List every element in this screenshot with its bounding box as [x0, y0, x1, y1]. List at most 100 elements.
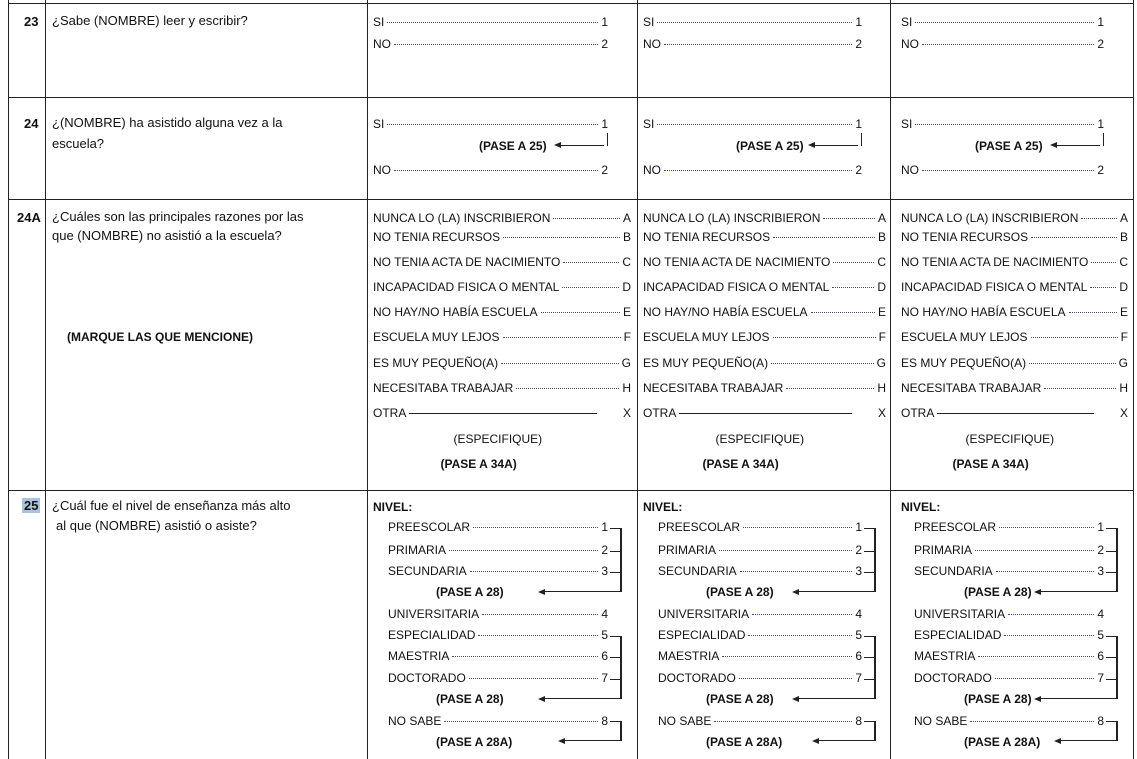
- q25-option[interactable]: PREESCOLAR 1: [388, 520, 608, 534]
- q24a-option[interactable]: OTRA X: [373, 406, 631, 420]
- q24a-option[interactable]: ESCUELA MUY LEJOS F: [901, 330, 1128, 344]
- q25-option[interactable]: SECUNDARIA 3: [388, 564, 608, 578]
- option-code: B: [877, 230, 886, 244]
- q24a-option[interactable]: NO TENIA ACTA DE NACIMIENTO C: [373, 255, 631, 269]
- dot-leader: [823, 218, 875, 219]
- q24a-option[interactable]: ES MUY PEQUEÑO(A) G: [901, 356, 1128, 370]
- option-label: PREESCOLAR: [388, 520, 471, 534]
- q24a-option[interactable]: ESCUELA MUY LEJOS F: [643, 330, 886, 344]
- option-label: ESCUELA MUY LEJOS: [373, 330, 500, 344]
- q25-option[interactable]: DOCTORADO 7: [658, 671, 862, 685]
- q23-option-no[interactable]: NO 2: [373, 37, 608, 51]
- q24a-option[interactable]: NO TENIA RECURSOS B: [643, 230, 886, 244]
- q24a-option[interactable]: NO TENIA ACTA DE NACIMIENTO C: [643, 255, 886, 269]
- q25-option[interactable]: DOCTORADO 7: [914, 671, 1104, 685]
- option-code: 2: [1097, 163, 1104, 177]
- q25-option[interactable]: NO SABE 8: [388, 714, 608, 728]
- option-code: E: [877, 305, 886, 319]
- q24-option-no[interactable]: NO 2: [373, 163, 608, 177]
- q23-option-no[interactable]: NO 2: [643, 37, 862, 51]
- option-label: NO TENIA ACTA DE NACIMIENTO: [643, 255, 831, 269]
- option-label: NUNCA LO (LA) INSCRIBIERON: [643, 211, 821, 225]
- skip-bracket-line: [1060, 740, 1118, 741]
- dot-leader: [502, 337, 621, 338]
- q24-option-no[interactable]: NO 2: [901, 163, 1104, 177]
- q24a-option[interactable]: NECESITABA TRABAJAR H: [373, 381, 631, 395]
- q24a-option[interactable]: NO TENIA ACTA DE NACIMIENTO C: [901, 255, 1128, 269]
- q25-option[interactable]: MAESTRIA 6: [658, 649, 862, 663]
- q24-option-si[interactable]: SI 1: [373, 117, 608, 131]
- q24-option-no[interactable]: NO 2: [643, 163, 862, 177]
- dot-leader: [915, 22, 1095, 23]
- q25-option[interactable]: SECUNDARIA 3: [658, 564, 862, 578]
- q25-option[interactable]: UNIVERSITARIA 4: [388, 607, 608, 621]
- grid-line: [1133, 0, 1134, 759]
- q25-option[interactable]: UNIVERSITARIA 4: [914, 607, 1104, 621]
- option-label: NO SABE: [914, 714, 968, 728]
- q24a-option[interactable]: NO HAY/NO HABÍA ESCUELA E: [643, 305, 886, 319]
- dot-leader: [832, 287, 875, 288]
- q24a-option[interactable]: INCAPACIDAD FISICA O MENTAL D: [643, 280, 886, 294]
- dot-leader: [994, 678, 1095, 679]
- q23-option-si[interactable]: SI 1: [901, 15, 1104, 29]
- q24-option-si[interactable]: SI 1: [901, 117, 1104, 131]
- dot-leader: [1031, 237, 1117, 238]
- q24a-option[interactable]: NO TENIA RECURSOS B: [901, 230, 1128, 244]
- q25-option[interactable]: MAESTRIA 6: [388, 649, 608, 663]
- q25-option[interactable]: DOCTORADO 7: [388, 671, 608, 685]
- q24a-option[interactable]: OTRA X: [901, 406, 1128, 420]
- skip-bracket-line: [559, 145, 604, 146]
- skip-bracket-line: [1103, 133, 1104, 146]
- q24a-option[interactable]: OTRA X: [643, 406, 886, 420]
- option-label: PRIMARIA: [914, 543, 973, 557]
- q24a-option[interactable]: INCAPACIDAD FISICA O MENTAL D: [901, 280, 1128, 294]
- q24a-option[interactable]: NUNCA LO (LA) INSCRIBIERON A: [373, 211, 631, 225]
- q24a-option[interactable]: NO HAY/NO HABÍA ESCUELA E: [901, 305, 1128, 319]
- q25-option[interactable]: PRIMARIA 2: [388, 543, 608, 557]
- option-label: INCAPACIDAD FISICA O MENTAL: [373, 280, 560, 294]
- q25-option[interactable]: PRIMARIA 2: [658, 543, 862, 557]
- q25-option[interactable]: ESPECIALIDAD 5: [388, 628, 608, 642]
- q23-option-si[interactable]: SI 1: [373, 15, 608, 29]
- q25-option[interactable]: SECUNDARIA 3: [914, 564, 1104, 578]
- q25-option[interactable]: PRIMARIA 2: [914, 543, 1104, 557]
- option-code: B: [622, 230, 631, 244]
- q24a-option[interactable]: NO HAY/NO HABÍA ESCUELA E: [373, 305, 631, 319]
- q25-option[interactable]: PREESCOLAR 1: [658, 520, 862, 534]
- q25-option[interactable]: PREESCOLAR 1: [914, 520, 1104, 534]
- q25-option[interactable]: MAESTRIA 6: [914, 649, 1104, 663]
- option-code: 4: [601, 607, 608, 621]
- skip-bracket-line: [864, 721, 874, 722]
- dot-leader: [664, 44, 853, 45]
- q24a-option[interactable]: ES MUY PEQUEÑO(A) G: [373, 356, 631, 370]
- option-label: SI: [901, 117, 913, 131]
- q24a-option[interactable]: NECESITABA TRABAJAR H: [901, 381, 1128, 395]
- dot-leader: [540, 312, 620, 313]
- q24a-option[interactable]: INCAPACIDAD FISICA O MENTAL D: [373, 280, 631, 294]
- dot-leader: [664, 170, 853, 171]
- option-code: 5: [1097, 628, 1104, 642]
- q24a-option[interactable]: NUNCA LO (LA) INSCRIBIERON A: [643, 211, 886, 225]
- q24-option-si[interactable]: SI 1: [643, 117, 862, 131]
- q25-option[interactable]: ESPECIALIDAD 5: [914, 628, 1104, 642]
- q24a-option[interactable]: NECESITABA TRABAJAR H: [643, 381, 886, 395]
- q25-option[interactable]: NO SABE 8: [658, 714, 862, 728]
- dot-leader: [563, 262, 620, 263]
- q25-option[interactable]: UNIVERSITARIA 4: [658, 607, 862, 621]
- q24a-option[interactable]: ES MUY PEQUEÑO(A) G: [643, 356, 886, 370]
- arrow-left-icon: [538, 696, 545, 702]
- dot-leader: [657, 124, 853, 125]
- q23-option-si[interactable]: SI 1: [643, 15, 862, 29]
- q25-option[interactable]: NO SABE 8: [914, 714, 1104, 728]
- skip-bracket-line: [607, 133, 608, 146]
- skip-bracket-line: [1040, 591, 1118, 592]
- option-label: PREESCOLAR: [658, 520, 741, 534]
- arrow-left-icon: [792, 696, 799, 702]
- q25-option[interactable]: ESPECIALIDAD 5: [658, 628, 862, 642]
- dot-leader: [516, 388, 620, 389]
- question-number-23: 23: [24, 14, 39, 29]
- q24a-option[interactable]: NO TENIA RECURSOS B: [373, 230, 631, 244]
- q23-option-no[interactable]: NO 2: [901, 37, 1104, 51]
- q24a-option[interactable]: NUNCA LO (LA) INSCRIBIERON A: [901, 211, 1128, 225]
- q24a-option[interactable]: ESCUELA MUY LEJOS F: [373, 330, 631, 344]
